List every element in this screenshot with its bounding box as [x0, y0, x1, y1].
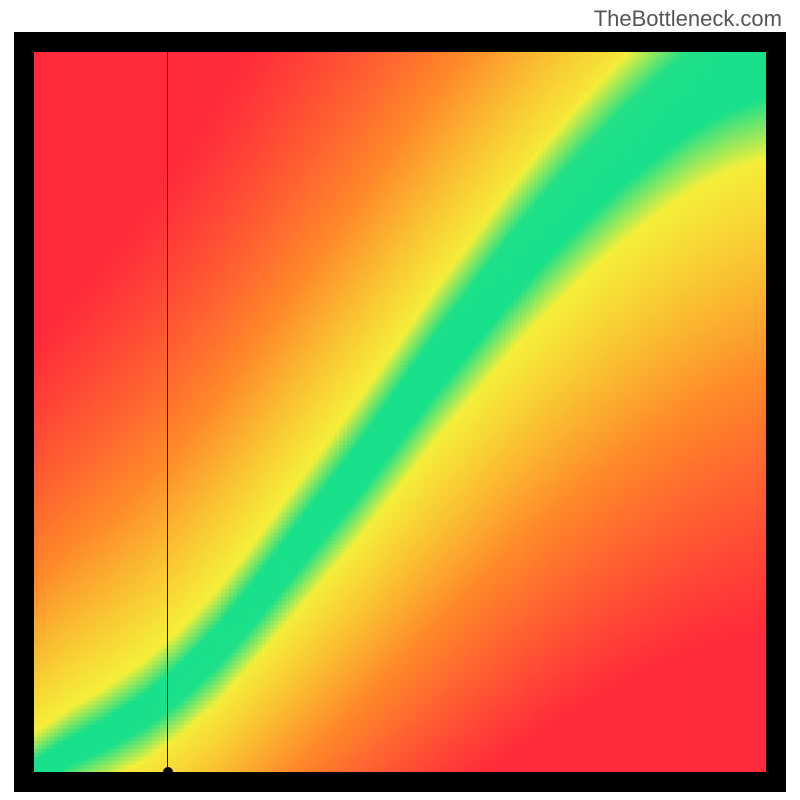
selection-marker[interactable] — [163, 767, 173, 777]
bottleneck-heatmap — [34, 52, 766, 772]
crosshair-vertical — [167, 52, 168, 772]
watermark-text: TheBottleneck.com — [594, 6, 782, 32]
